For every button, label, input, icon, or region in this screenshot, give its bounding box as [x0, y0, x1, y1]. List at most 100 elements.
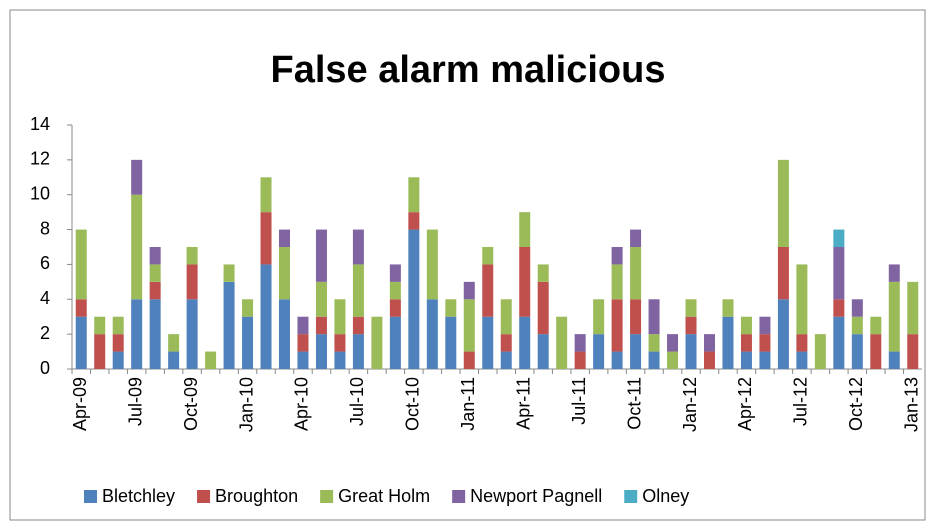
- x-tick-label: Oct-11: [624, 377, 644, 430]
- bar: [851, 316, 863, 335]
- bar: [352, 264, 364, 317]
- bar: [168, 351, 180, 369]
- bar: [297, 351, 309, 369]
- bar: [112, 351, 124, 369]
- bar: [445, 299, 457, 317]
- y-tick-label: 12: [30, 149, 50, 169]
- bar: [168, 334, 180, 352]
- x-tick-label: Apr-12: [735, 377, 755, 431]
- bar: [667, 351, 679, 369]
- legend-swatch: [452, 490, 466, 503]
- bar: [685, 299, 697, 317]
- bar: [667, 334, 679, 352]
- bar: [94, 334, 106, 369]
- bar: [426, 229, 438, 300]
- bar: [389, 281, 401, 300]
- bar: [759, 334, 771, 352]
- bar: [297, 334, 309, 352]
- legend-label: Newport Pagnell: [470, 486, 602, 506]
- bar: [593, 334, 605, 369]
- bar: [630, 299, 642, 335]
- bar: [482, 264, 494, 317]
- x-tick-label: Jul-12: [791, 377, 811, 426]
- bar: [131, 299, 143, 369]
- bar: [888, 351, 900, 369]
- bar: [833, 247, 845, 300]
- bar: [537, 281, 549, 335]
- chart-title: False alarm malicious: [271, 49, 666, 91]
- bar: [482, 316, 494, 369]
- bar: [223, 264, 235, 282]
- bar: [75, 299, 87, 317]
- legend-swatch: [624, 490, 638, 503]
- bar: [851, 334, 863, 369]
- bar: [630, 229, 642, 247]
- bar: [500, 299, 512, 335]
- bar: [75, 229, 87, 300]
- x-tick-label: Jan-11: [458, 377, 478, 431]
- y-tick-label: 14: [30, 114, 50, 134]
- y-tick-label: 4: [40, 288, 50, 308]
- bar: [685, 316, 697, 335]
- chart-border: [9, 9, 926, 521]
- legend-label: Olney: [642, 486, 689, 506]
- bar: [685, 334, 697, 369]
- bar: [426, 299, 438, 369]
- bar: [740, 316, 752, 335]
- x-tick-label: Jul-10: [347, 377, 367, 426]
- bar: [279, 247, 290, 300]
- bar: [242, 299, 254, 317]
- x-tick-label: Jul-09: [125, 377, 145, 426]
- bar: [500, 351, 512, 369]
- bar: [888, 281, 900, 352]
- bar: [648, 334, 660, 352]
- bar: [907, 281, 919, 335]
- bar: [796, 264, 808, 335]
- x-tick-label: Oct-09: [181, 377, 201, 431]
- bar: [722, 299, 734, 317]
- bar: [740, 351, 752, 369]
- legend-label: Great Holm: [338, 486, 430, 506]
- legend-swatch: [84, 490, 97, 503]
- bar: [611, 247, 623, 265]
- bar: [630, 247, 642, 300]
- bar: [352, 316, 364, 335]
- x-tick-label: Jan-13: [902, 377, 922, 432]
- bar: [315, 334, 327, 369]
- bar: [907, 334, 919, 369]
- x-tick-label: Oct-12: [846, 377, 866, 431]
- bar: [131, 159, 143, 195]
- bar: [408, 212, 420, 230]
- bar: [389, 316, 401, 369]
- bar: [519, 212, 531, 247]
- bar: [205, 351, 217, 369]
- y-tick-label: 10: [30, 183, 50, 203]
- bar: [759, 316, 771, 335]
- y-tick-label: 2: [40, 323, 50, 343]
- bar: [408, 229, 420, 369]
- bar: [186, 299, 198, 369]
- x-tick-label: Oct-10: [403, 377, 423, 431]
- x-tick-label: Apr-09: [70, 377, 90, 431]
- bar: [777, 247, 789, 300]
- bar: [870, 334, 882, 369]
- x-tick-label: Apr-10: [292, 377, 312, 431]
- bar: [556, 316, 568, 369]
- bar: [537, 264, 549, 282]
- bar: [352, 229, 364, 265]
- bar: [112, 316, 124, 335]
- bar: [112, 334, 124, 352]
- bar: [463, 281, 475, 300]
- bar: [149, 264, 161, 282]
- bar: [315, 281, 327, 317]
- y-tick-label: 8: [40, 218, 50, 238]
- bar: [334, 334, 346, 352]
- bar: [463, 299, 475, 352]
- bar: [315, 229, 327, 282]
- bar: [334, 299, 346, 335]
- x-tick-label: Jan-10: [236, 377, 256, 432]
- bar: [833, 229, 845, 247]
- bar: [777, 159, 789, 247]
- bar: [611, 351, 623, 369]
